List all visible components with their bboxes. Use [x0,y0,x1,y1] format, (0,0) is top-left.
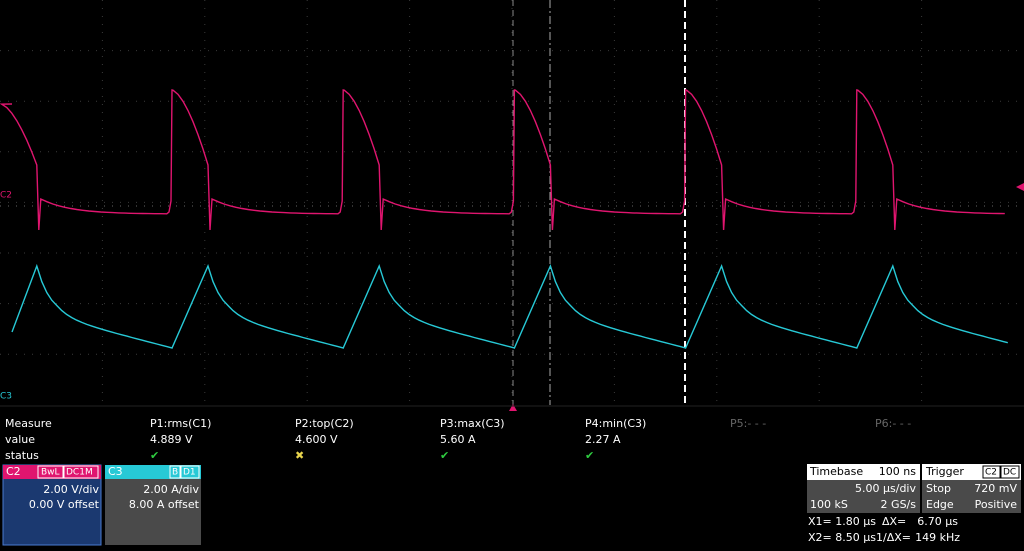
channel-tag: DC1M [66,468,93,478]
measure-value: 4.600 V [295,433,338,446]
c3-marker: C3 [0,392,12,402]
measure-row-label: value [5,433,35,446]
cursor-inv-value: 149 kHz [915,531,960,544]
channel-c3[interactable]: C3 B D1 2.00 A/div 8.00 A offset [105,465,201,545]
measure-header: P1:rms(C1) [150,417,211,430]
measure-header: P6:- - - [875,417,911,430]
cursor-x1-readout: X1= 1.80 µs [808,515,876,528]
measure-header: P5:- - - [730,417,766,430]
status-ok: ✔ [440,449,449,462]
cursor-x2-readout: X2= 8.50 µs [808,531,876,544]
timebase-delay: 100 ns [879,465,916,478]
trigger-slope: Positive [975,498,1018,511]
waveform-c3 [11,263,1008,349]
timebase-box[interactable]: Timebase 100 ns 5.00 µs/div 100 kS 2 GS/… [807,464,920,513]
cursor-inv-label: 1/ΔX= [876,531,911,544]
trigger-coupling: DC [1003,468,1016,478]
box-header [807,464,920,480]
box-header [922,464,1021,480]
channel-offset: 0.00 V offset [29,498,100,511]
channel-offset: 8.00 A offset [129,498,200,511]
measure-header: P4:min(C3) [585,417,646,430]
measure-value: 5.60 A [440,433,476,446]
channel-name: C2 [6,465,21,478]
c2-marker: C2 [0,191,12,201]
channel-tag: BwL [41,468,60,478]
trigger-mode: Stop [926,482,951,495]
status-ok: ✔ [585,449,594,462]
channel-scale: 2.00 A/div [143,483,199,496]
trigger-type: Edge [926,498,954,511]
channel-header [105,465,201,479]
tag-box [63,465,99,479]
measure-header: P3:max(C3) [440,417,505,430]
measure-value: 2.27 A [585,433,621,446]
trigger-level-marker [1016,183,1024,191]
trigger-title: Trigger [925,465,964,478]
trigger-box[interactable]: Trigger C2 DC Stop 720 mV Edge Positive [922,464,1021,513]
tag-box [180,465,200,479]
tag-box [1000,465,1020,479]
status-warn: ✖ [295,449,304,462]
timebase-title: Timebase [809,465,863,478]
tag-box [982,465,1001,479]
trigger-level: 720 mV [974,482,1017,495]
channel-c2[interactable]: C2 BwL DC1M 2.00 V/div 0.00 V offset [2,464,102,546]
measure-table: Measure P1:rms(C1) P2:top(C2) P3:max(C3) P4:… [5,417,911,462]
timebase-samples: 100 kS [810,498,848,511]
timebase-per-div: 5.00 µs/div [855,482,916,495]
channel-name: C3 [108,465,123,478]
measure-header: Measure [5,417,52,430]
cursor-dx-label: ΔX= [882,515,906,528]
trigger-position-marker [509,404,517,411]
measure-header: P2:top(C2) [295,417,354,430]
cursor-dx-value: 6.70 µs [917,515,958,528]
tag-box [169,465,181,479]
channel-tag: D1 [183,468,196,478]
measure-value: 4.889 V [150,433,193,446]
channel-scale: 2.00 V/div [43,483,99,496]
waveform-c2 [0,89,1005,231]
channel-header [3,465,101,479]
timebase-rate: 2 GS/s [881,498,917,511]
tag-box [37,465,64,479]
trigger-source: C2 [985,468,997,478]
measure-row-label: status [5,449,39,462]
channel-tag: B [172,468,178,478]
status-ok: ✔ [150,449,159,462]
